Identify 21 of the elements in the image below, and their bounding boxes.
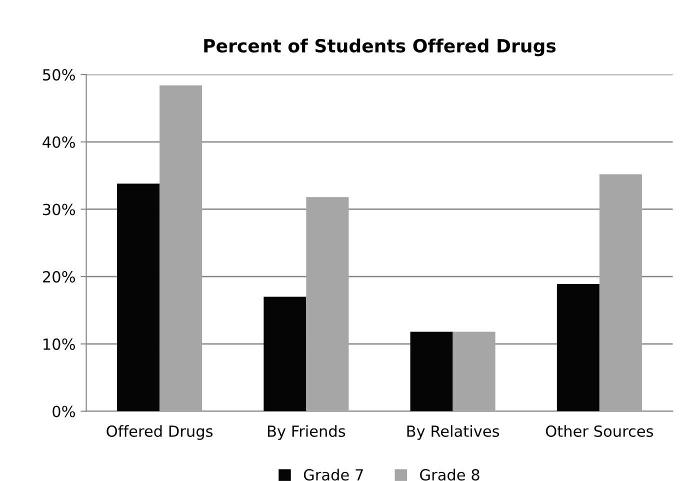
bar	[599, 174, 642, 412]
chart-title: Percent of Students Offered Drugs	[204, 38, 556, 56]
bar	[556, 284, 600, 412]
legend-label: Grade 8	[420, 468, 480, 481]
y-tick-label: 0%	[52, 406, 75, 418]
y-tick-label: 50%	[43, 69, 75, 81]
bar	[264, 296, 306, 412]
x-tick-label: By Relatives	[407, 425, 500, 440]
x-tick-label: By Friends	[268, 425, 346, 440]
y-tick-label: 40%	[42, 136, 75, 148]
bar	[160, 85, 202, 412]
bar	[410, 332, 453, 412]
y-tick-label: 10%	[44, 338, 75, 350]
x-tick-label: Other Sources	[546, 425, 654, 437]
legend-label: Grade 7	[304, 468, 363, 481]
x-tick-label: Offered Drugs	[106, 425, 213, 440]
y-tick-label: 30%	[43, 204, 75, 216]
bar	[306, 197, 349, 412]
bar	[452, 332, 496, 412]
bar	[117, 184, 160, 412]
y-tick-label: 20%	[42, 271, 75, 283]
